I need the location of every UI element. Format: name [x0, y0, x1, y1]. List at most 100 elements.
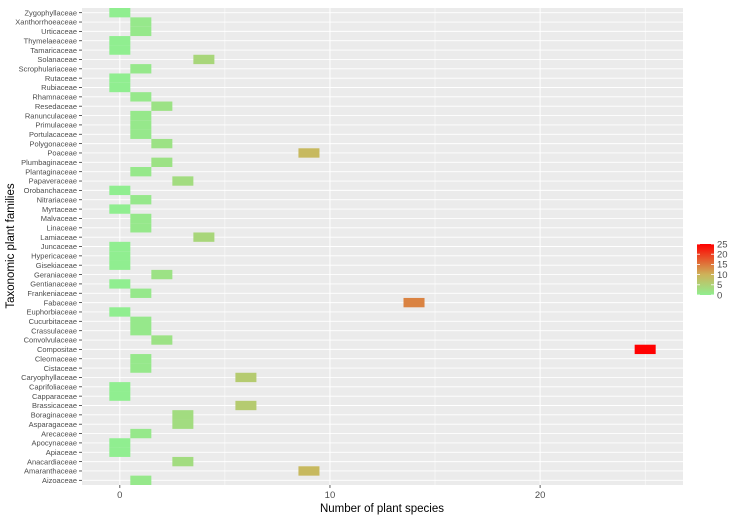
- y-tick-label: Papaveraceae: [29, 177, 77, 186]
- legend-colorbar: [697, 244, 714, 295]
- heatmap-tile: Linaceae: 1: [130, 223, 152, 233]
- y-tick-label: Cucurbitaceae: [29, 317, 77, 326]
- legend-tick-label: 15: [717, 260, 728, 271]
- y-tick-label: Orobanchaceae: [24, 186, 77, 195]
- y-tick-label: Primulaceae: [35, 121, 77, 130]
- y-tick-label: Lamiaceae: [40, 233, 77, 242]
- heatmap-tiles: Zygophyllaceae: 0Xanthorrhoeaceae: 1Urti…: [109, 8, 656, 485]
- y-axis-title: Taxonomic plant families: [5, 183, 17, 309]
- heatmap-tile: Rubiaceae: 0: [109, 82, 131, 93]
- y-tick-label: Compositae: [37, 345, 77, 354]
- heatmap-tile: Gentianaceae: 0: [109, 279, 131, 289]
- y-tick-label: Myrtaceae: [42, 205, 77, 214]
- y-tick-label: Convolvulaceae: [24, 336, 77, 345]
- y-tick-label: Plumbaginaceae: [21, 158, 77, 167]
- x-axis: 0 10 20: [117, 485, 545, 501]
- y-tick-label: Anacardiaceae: [27, 457, 77, 466]
- heatmap-tile: Plantaginaceae: 1: [130, 167, 152, 177]
- y-tick-label: Resedaceae: [35, 102, 77, 111]
- heatmap-tile: Thymelaeaceae: 0: [109, 36, 131, 46]
- heatmap-tile: Plumbaginaceae: 2: [151, 157, 173, 167]
- heatmap-tile: Cistaceae: 1: [130, 363, 152, 373]
- y-tick-label: Gisekiaceae: [36, 261, 77, 270]
- heatmap-tile: Apocynaceae: 0: [109, 438, 131, 448]
- heatmap-tile: Xanthorrhoeaceae: 1: [130, 17, 152, 27]
- heatmap-tile: Lamiaceae: 4: [193, 232, 215, 242]
- legend-tick-label: 5: [717, 280, 722, 291]
- heatmap-tile: Ranunculaceae: 1: [130, 110, 152, 121]
- y-tick-label: Plantaginaceae: [25, 167, 77, 176]
- x-tick-label: 20: [535, 490, 546, 501]
- y-tick-label: Brassicaceae: [32, 401, 77, 410]
- heatmap-tile: Compositae: 25: [634, 344, 656, 355]
- heatmap-tile: Primulaceae: 1: [130, 120, 152, 130]
- heatmap-tile: Frankeniaceae: 1: [130, 288, 152, 298]
- y-tick-label: Asparagaceae: [29, 420, 77, 429]
- heatmap-tile: Resedaceae: 2: [151, 101, 173, 111]
- y-tick-label: Amaranthaceae: [24, 467, 77, 476]
- y-tick-label: Euphorbiaceae: [27, 308, 77, 317]
- legend-tick-label: 0: [717, 290, 722, 301]
- heatmap-tile: Asparagaceae: 3: [172, 419, 194, 429]
- y-tick-label: Apocynaceae: [32, 439, 77, 448]
- heatmap-tile: Rhamnaceae: 1: [130, 92, 152, 102]
- y-tick-label: Poaceae: [47, 149, 77, 158]
- y-tick-label: Crassulaceae: [31, 326, 77, 335]
- y-tick-label: Ranunculaceae: [25, 111, 77, 120]
- y-tick-label: Capparaceae: [32, 392, 77, 401]
- legend-tick-label: 20: [717, 250, 728, 261]
- heatmap-tile: Tamaricaceae: 0: [109, 45, 131, 55]
- heatmap-tile: Boraginaceae: 3: [172, 410, 194, 420]
- heatmap-tile: Crassulaceae: 1: [130, 326, 152, 336]
- y-tick-label: Rutaceae: [45, 74, 77, 83]
- heatmap-tile: Amaranthaceae: 9: [298, 466, 320, 476]
- y-tick-label: Geraniaceae: [34, 270, 77, 279]
- heatmap-tile: Caryophyllaceae: 6: [235, 372, 257, 383]
- y-tick-label: Gentianaceae: [30, 280, 77, 289]
- y-tick-label: Zygophyllaceae: [24, 8, 77, 17]
- y-tick-label: Frankeniaceae: [27, 289, 77, 298]
- heatmap-tile: Aizoaceae: 1: [130, 475, 152, 485]
- legend-tick-label: 10: [717, 270, 728, 281]
- heatmap-tile: Capparaceae: 0: [109, 391, 131, 401]
- y-tick-label: Aizoaceae: [42, 476, 77, 485]
- heatmap-tile: Papaveraceae: 3: [172, 176, 194, 186]
- heatmap-tile: Poaceae: 9: [298, 148, 320, 158]
- y-tick-label: Fabaceae: [44, 298, 77, 307]
- y-tick-label: Thymelaeaceae: [24, 36, 77, 45]
- heatmap-tile: Gisekiaceae: 0: [109, 260, 131, 270]
- heatmap-tile: Portulacaceae: 1: [130, 129, 152, 139]
- heatmap-tile: Arecaceae: 1: [130, 428, 152, 439]
- heatmap-tile: Geraniaceae: 2: [151, 269, 173, 280]
- heatmap-tile: Fabaceae: 14: [403, 297, 425, 308]
- y-tick-label: Malvaceae: [41, 214, 77, 223]
- heatmap-tile: Anacardiaceae: 3: [172, 456, 194, 467]
- y-tick-label: Solanaceae: [37, 55, 77, 64]
- heatmap-tile: Polygonaceae: 2: [151, 138, 173, 149]
- heatmap-tile: Malvaceae: 1: [130, 213, 152, 224]
- heatmap-tile: Caprifoliaceae: 0: [109, 382, 131, 392]
- x-tick-label: 10: [325, 490, 336, 501]
- y-tick-label: Scrophulariaceae: [19, 64, 77, 73]
- heatmap-tile: Apiaceae: 0: [109, 447, 131, 457]
- y-tick-label: Boraginaceae: [31, 411, 77, 420]
- y-tick-label: Rhamnaceae: [32, 93, 77, 102]
- heatmap-tile: Brassicaceae: 6: [235, 400, 257, 411]
- y-tick-label: Nitrariaceae: [37, 195, 77, 204]
- y-tick-label: Cleomaceae: [35, 354, 77, 363]
- y-tick-label: Tamaricaceae: [30, 46, 77, 55]
- x-axis-title: Number of plant species: [320, 503, 444, 515]
- heatmap-tile: Euphorbiaceae: 0: [109, 307, 131, 317]
- heatmap-tile: Rutaceae: 0: [109, 73, 131, 83]
- x-tick-label: 0: [117, 490, 122, 501]
- y-tick-label: Arecaceae: [41, 429, 77, 438]
- heatmap-tile: Cleomaceae: 1: [130, 354, 152, 364]
- y-tick-label: Urticaceae: [41, 27, 77, 36]
- y-axis: ZygophyllaceaeXanthorrhoeaceaeUrticaceae…: [15, 8, 82, 485]
- heatmap-tile: Urticaceae: 1: [130, 26, 152, 37]
- heatmap-tile: Zygophyllaceae: 0: [109, 8, 131, 18]
- y-tick-label: Portulacaceae: [29, 130, 77, 139]
